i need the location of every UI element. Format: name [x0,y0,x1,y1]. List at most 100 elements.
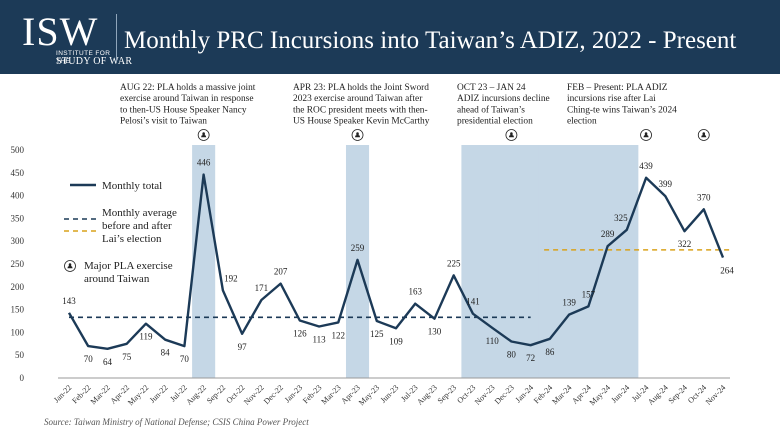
x-tick-label: Jan-22 [52,383,73,404]
exercise-markers [197,129,710,141]
x-tick-label: Jun-22 [148,383,170,405]
data-label: 439 [639,161,653,171]
legend: Monthly total Monthly average before and a… [64,180,177,285]
annotation-line: election [567,117,597,127]
y-tick-label: 250 [11,259,25,269]
exercise-icon-glyph [67,263,73,269]
x-tick-label: May-22 [126,383,150,407]
legend-line: Major PLA exercise [84,260,173,272]
data-label: 113 [312,334,326,344]
series [67,173,725,350]
legend-label-monthly-average: Monthly average before and after Lai’s ele… [102,207,177,245]
average-lines [69,249,733,319]
x-tick-label: May-24 [588,383,612,407]
data-label: 192 [224,273,238,283]
exercise-marker-icon-2 [505,129,518,141]
logo-subtitle-2: STUDY OF WAR [56,56,133,67]
exercise-marker-icon-0 [197,129,210,141]
isw-logo: ISW [22,9,99,54]
data-label: 119 [139,332,153,342]
exercise-marker-icon-4 [697,129,710,141]
x-tick-label: Nov-24 [704,383,728,407]
annotation-line: 2023 exercise around Taiwan after [293,93,423,104]
x-tick-label: Dec-23 [493,383,516,406]
y-tick-label: 150 [11,305,25,315]
x-tick-label: Jan-24 [514,383,535,404]
data-label: 84 [161,348,171,358]
x-tick-label: Nov-22 [242,383,266,407]
data-label: 399 [659,179,673,189]
annotation-line: the ROC president meets with then- [293,105,428,115]
annotation-line: to then-US House Speaker Nancy [120,105,247,115]
x-tick-label: May-23 [357,383,381,407]
annotation-line: APR 23: PLA holds the Joint Sword [293,83,429,93]
annotation-line: Ching-te wins Taiwan’s 2024 [567,105,677,115]
data-label: 139 [562,298,576,308]
legend-exercise-icon [64,260,76,272]
legend-line: Monthly average [102,207,177,219]
data-label: 143 [62,296,76,306]
data-label: 122 [332,330,346,340]
data-label: 259 [351,243,365,253]
x-tick-label: Feb-22 [70,383,92,405]
annotation-2: OCT 23 – JAN 24 ADIZ incursions decline ah… [457,83,550,127]
x-tick-label: Nov-23 [473,383,497,407]
annotations: AUG 22: PLA holds a massive joint exercis… [120,83,677,127]
data-label: 157 [582,289,596,299]
legend-line: around Taiwan [84,273,150,285]
data-label: 97 [238,342,248,352]
annotation-line: exercise around Taiwan in response [120,94,254,104]
annotation-line: Pelosi’s visit to Taiwan [120,117,207,127]
exercise-icon-glyph [643,132,649,138]
annotation-line: US House Speaker Kevin McCarthy [293,117,430,127]
data-label: 325 [614,213,628,223]
x-tick-label: Dec-22 [262,383,285,406]
legend-line: Lai’s election [102,233,162,245]
data-label: 207 [274,267,288,277]
data-label: 130 [428,327,442,337]
x-tick-label: Sep-22 [205,383,227,405]
logo-subtitle: INSTITUTE FOR THE [56,50,111,65]
data-labels: 143 70 64 75 119 84 70 446 192 97 171 207 126 113 122 2… [62,158,734,367]
data-label: 80 [507,350,517,360]
data-label: 289 [601,229,615,239]
annotation-line: ADIZ incursions decline [457,94,550,104]
data-label: 125 [370,329,384,339]
x-tick-label: Jun-23 [379,383,401,405]
exercise-icon-glyph [701,132,707,138]
series-line-monthly-total [67,173,725,350]
y-tick-label: 400 [11,191,25,201]
y-tick-label: 350 [11,213,25,223]
shaded-periods [192,145,639,378]
x-tick-label: Jan-23 [283,383,304,404]
x-tick-label: Feb-24 [532,383,554,405]
data-label: 225 [447,258,461,268]
y-tick-label: 300 [11,236,25,246]
x-tick-label: Feb-23 [301,383,323,405]
x-tick-label: Aug-23 [415,383,439,407]
annotation-line: presidential election [457,117,533,127]
annotation-line: incursions rise after Lai [567,93,656,104]
x-tick-label: Aug-24 [646,383,670,407]
annotation-line: AUG 22: PLA holds a massive joint [120,83,256,93]
annotation-line: OCT 23 – JAN 24 [457,83,526,93]
annotation-line: ahead of Taiwan’s [457,104,525,115]
logo-divider [116,14,117,62]
exercise-marker-icon-3 [640,129,652,141]
shaded-period-3 [538,145,639,378]
exercise-marker-icon-1 [351,129,364,141]
data-label: 70 [180,354,190,364]
x-tick-label: Mar-22 [89,383,112,406]
exercise-icon-glyph [508,132,515,138]
y-tick-label: 500 [11,145,25,155]
data-label: 70 [84,354,94,364]
source-note: Source: Taiwan Ministry of National Defe… [44,417,309,427]
data-label: 126 [293,329,307,339]
data-label: 110 [486,336,500,346]
data-label: 109 [389,336,403,346]
annotation-line: FEB – Present: PLA ADIZ [567,83,668,93]
data-label: 163 [408,287,422,297]
exercise-icon-glyph [354,132,361,138]
data-label: 264 [720,266,734,276]
x-tick-label: Sep-24 [667,383,689,405]
